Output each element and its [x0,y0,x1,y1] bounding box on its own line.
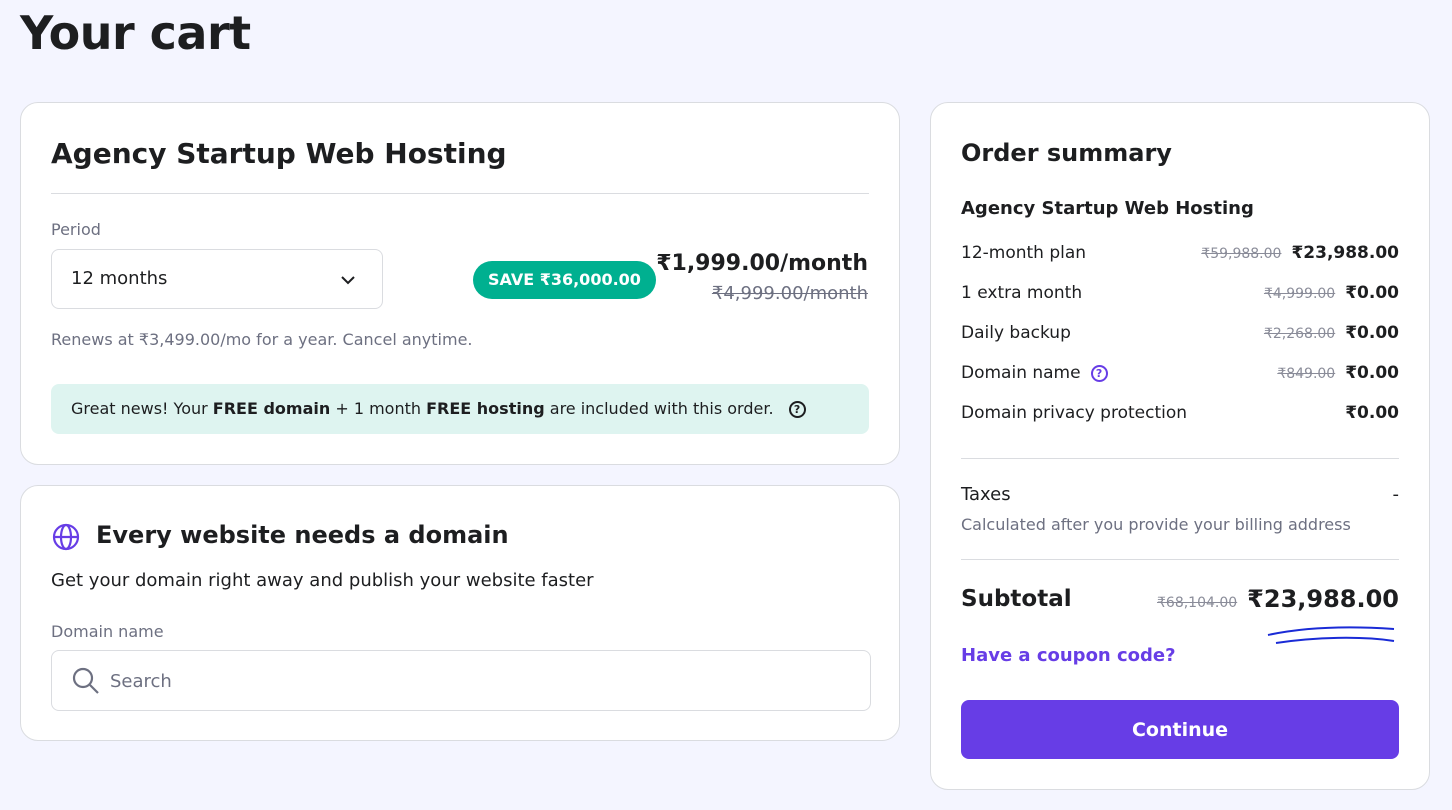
continue-button[interactable]: Continue [961,700,1399,759]
taxes-note: Calculated after you provide your billin… [961,515,1351,534]
taxes-value: - [1392,484,1400,505]
help-icon[interactable]: ? [1090,364,1108,382]
summary-line-item: 1 extra month ₹4,999.00 ₹0.00 [961,283,1399,303]
domain-search [51,650,871,711]
item-price: ₹0.00 [1345,323,1399,343]
period-label: Period [51,220,101,239]
handwritten-underline-annotation [1267,626,1395,644]
summary-line-item: Daily backup ₹2,268.00 ₹0.00 [961,323,1399,343]
item-price: ₹0.00 [1345,403,1399,423]
item-old-price: ₹4,999.00 [1263,286,1336,302]
divider [961,458,1399,459]
summary-product: Agency Startup Web Hosting [961,198,1254,219]
item-price: ₹0.00 [1345,283,1399,303]
item-label: 12-month plan [961,243,1087,263]
period-value: 12 months [71,268,168,289]
item-label: Domain privacy protection [961,403,1188,423]
product-title: Agency Startup Web Hosting [51,137,507,170]
item-old-price: ₹2,268.00 [1263,326,1336,342]
item-price: ₹0.00 [1345,363,1399,383]
subtotal-value: ₹23,988.00 [1247,585,1399,613]
subtotal-label: Subtotal [961,586,1072,612]
old-monthly-price: ₹4,999.00/month [711,283,868,304]
help-icon[interactable]: ? [788,401,806,418]
banner-text: Great news! Your [71,399,213,418]
page-title: Your cart [20,6,251,60]
free-domain-banner: Great news! Your FREE domain + 1 month F… [51,384,869,434]
item-old-price: ₹849.00 [1277,366,1336,382]
banner-bold: FREE hosting [426,399,545,418]
item-old-price: ₹59,988.00 [1201,246,1282,262]
summary-line-item: Domain privacy protection ₹0.00 [961,403,1399,423]
banner-text: + 1 month [330,399,427,418]
period-select[interactable]: 12 months [51,249,383,309]
domain-field-label: Domain name [51,622,164,641]
order-summary-card: Order summary Agency Startup Web Hosting… [930,102,1430,790]
summary-line-item: 12-month plan ₹59,988.00 ₹23,988.00 [961,243,1399,263]
search-icon [72,667,99,694]
banner-text: are included with this order. [544,399,774,418]
chevron-down-icon [341,276,355,285]
coupon-link[interactable]: Have a coupon code? [961,645,1176,666]
summary-title: Order summary [961,139,1172,167]
domain-title: Every website needs a domain [96,521,509,549]
item-label: 1 extra month [961,283,1083,303]
banner-bold: FREE domain [212,399,331,418]
globe-icon [52,523,80,551]
divider [51,193,869,194]
monthly-price: ₹1,999.00/month [656,251,868,276]
item-label: Daily backup [961,323,1071,343]
taxes-label: Taxes [961,484,1011,505]
divider [961,559,1399,560]
domain-search-input[interactable] [110,665,810,697]
item-price: ₹23,988.00 [1291,243,1399,263]
domain-subtitle: Get your domain right away and publish y… [51,570,594,591]
save-badge: SAVE ₹36,000.00 [473,261,656,299]
summary-line-item: Domain name? ₹849.00 ₹0.00 [961,363,1399,383]
item-label: Domain name [961,363,1081,383]
domain-card: Every website needs a domain Get your do… [20,485,900,741]
renew-text: Renews at ₹3,499.00/mo for a year. Cance… [51,330,473,349]
subtotal-old: ₹68,104.00 [1157,595,1238,611]
product-card: Agency Startup Web Hosting Period 12 mon… [20,102,900,465]
